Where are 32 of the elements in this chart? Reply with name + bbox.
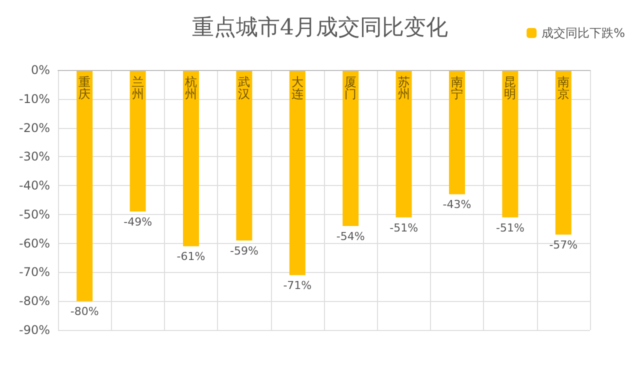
x-tick-label: 武汉 bbox=[238, 75, 250, 101]
x-tick-label: 南宁 bbox=[451, 75, 463, 101]
x-tick-label: 杭州 bbox=[184, 75, 197, 101]
y-tick-label: -20% bbox=[18, 120, 50, 135]
x-tick-label: 兰州 bbox=[132, 75, 144, 101]
y-tick-label: -90% bbox=[18, 323, 50, 337]
x-tick-label: 大连 bbox=[291, 75, 304, 101]
y-tick-label: -10% bbox=[18, 92, 50, 106]
y-tick-label: -80% bbox=[18, 294, 50, 308]
y-tick-label: -30% bbox=[18, 150, 50, 164]
y-tick-label: -40% bbox=[18, 178, 50, 193]
data-label: -51% bbox=[390, 221, 418, 234]
data-label: -49% bbox=[124, 216, 152, 229]
data-label: -71% bbox=[283, 279, 312, 292]
x-tick-label: 厦门 bbox=[344, 75, 357, 101]
x-tick-label: 苏州 bbox=[398, 75, 410, 101]
data-label: -80% bbox=[70, 305, 99, 318]
x-tick-label: 重庆 bbox=[78, 75, 91, 101]
y-tick-label: -50% bbox=[18, 207, 50, 222]
y-tick-label: -70% bbox=[18, 265, 50, 280]
y-tick-label: -60% bbox=[18, 236, 50, 250]
data-label: -57% bbox=[549, 238, 578, 252]
legend-label: 成交同比下跌% bbox=[542, 26, 626, 40]
chart-title: 重点城市4月成交同比变化 bbox=[192, 16, 448, 40]
data-label: -59% bbox=[230, 244, 258, 258]
y-tick-label: 0% bbox=[30, 63, 50, 77]
x-tick-label: 南京 bbox=[557, 75, 570, 101]
data-label: -54% bbox=[336, 230, 365, 243]
data-label: -43% bbox=[442, 198, 472, 212]
data-label: -51% bbox=[496, 221, 524, 234]
data-label: -61% bbox=[176, 250, 206, 264]
x-tick-label: 昆明 bbox=[504, 75, 516, 101]
